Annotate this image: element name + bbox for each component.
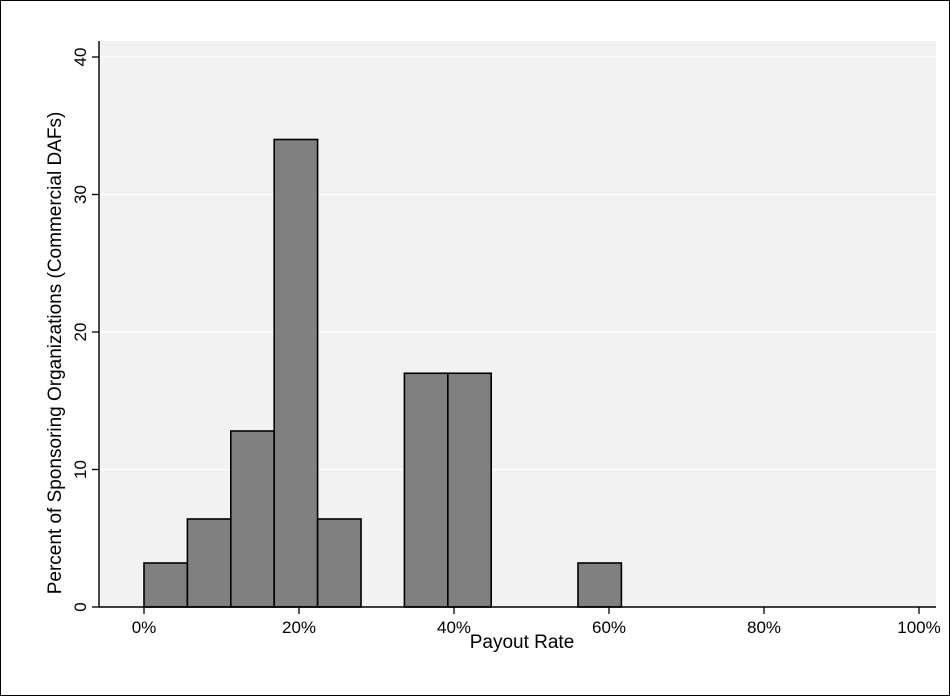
histogram-bar <box>143 562 189 608</box>
histogram-bar <box>577 562 623 608</box>
histogram-bar <box>446 372 492 608</box>
x-tick-label: 0% <box>132 618 157 637</box>
x-axis-title: Payout Rate <box>470 632 575 653</box>
histogram-bar <box>230 430 276 608</box>
bars <box>143 138 623 608</box>
histogram-bar <box>316 518 362 608</box>
histogram-bar <box>273 138 319 608</box>
y-axis-ticks: 0 10 20 30 40 <box>71 48 99 612</box>
x-tick-label: 20% <box>282 618 316 637</box>
histogram-bar <box>403 372 449 608</box>
x-tick-label: 100% <box>897 618 940 637</box>
y-tick-label: 20 <box>71 323 90 342</box>
x-axis-ticks: 0% 20% 40% 60% 80% 100% <box>132 607 941 637</box>
x-tick-label: 40% <box>437 618 471 637</box>
y-tick-label: 40 <box>71 48 90 67</box>
y-tick-label: 30 <box>71 185 90 204</box>
x-tick-label: 60% <box>592 618 626 637</box>
y-tick-label: 10 <box>71 460 90 479</box>
histogram-bar <box>186 518 232 608</box>
axes <box>98 41 936 608</box>
y-tick-label: 0 <box>71 602 90 611</box>
y-axis-title: Percent of Sponsoring Organizations (Com… <box>45 112 66 595</box>
x-tick-label: 80% <box>747 618 781 637</box>
